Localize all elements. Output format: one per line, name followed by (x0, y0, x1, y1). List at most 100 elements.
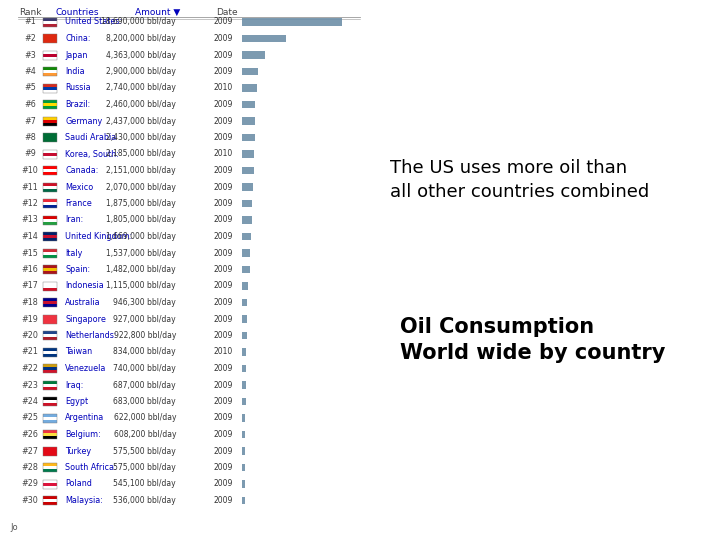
Text: Venezuela: Venezuela (65, 364, 107, 373)
Bar (242, 480, 245, 488)
Text: 2009: 2009 (214, 331, 233, 340)
Bar (43, 354, 57, 356)
Bar (43, 235, 57, 238)
Bar (43, 364, 57, 373)
Text: Japan: Japan (65, 51, 87, 59)
Text: Spain:: Spain: (65, 265, 90, 274)
Bar (43, 268, 57, 271)
Bar (43, 252, 57, 254)
Bar (43, 397, 57, 406)
Text: 2,437,000 bbl/day: 2,437,000 bbl/day (106, 117, 176, 125)
Text: Turkey: Turkey (65, 447, 91, 456)
Bar (43, 150, 57, 152)
Text: 2009: 2009 (214, 67, 233, 76)
Text: 1,669,000 bbl/day: 1,669,000 bbl/day (106, 232, 176, 241)
Bar (43, 480, 57, 483)
Text: Belgium:: Belgium: (65, 430, 101, 439)
Bar (43, 449, 57, 453)
Text: 2009: 2009 (214, 414, 233, 422)
Bar (43, 304, 57, 307)
Bar (242, 364, 246, 373)
Bar (43, 301, 57, 304)
Text: 2009: 2009 (214, 480, 233, 489)
Text: #1: #1 (24, 17, 36, 26)
Bar (43, 387, 57, 389)
Text: #13: #13 (22, 215, 38, 225)
Text: 2,070,000 bbl/day: 2,070,000 bbl/day (106, 183, 176, 192)
Text: 2009: 2009 (214, 34, 233, 43)
Bar (43, 100, 57, 109)
Text: #24: #24 (22, 397, 38, 406)
Bar (43, 166, 57, 175)
Text: 2,151,000 bbl/day: 2,151,000 bbl/day (107, 166, 176, 175)
Bar (43, 331, 57, 340)
Bar (43, 232, 57, 235)
Text: Rank: Rank (19, 8, 41, 17)
Text: Iraq:: Iraq: (65, 381, 84, 389)
Bar (43, 21, 57, 24)
Bar (43, 367, 57, 370)
Text: 2009: 2009 (214, 281, 233, 291)
Text: Date: Date (216, 8, 238, 17)
Bar (242, 315, 247, 323)
Bar (242, 430, 246, 438)
Text: #17: #17 (22, 281, 38, 291)
Text: #19: #19 (22, 314, 38, 323)
Bar (43, 265, 57, 268)
Bar (242, 166, 253, 174)
Text: 2010: 2010 (214, 348, 233, 356)
Bar (43, 350, 57, 354)
Bar (43, 150, 57, 159)
Bar (43, 34, 57, 37)
Bar (242, 332, 247, 340)
Bar (43, 298, 57, 301)
Text: Jo: Jo (10, 523, 17, 532)
Text: United States:: United States: (65, 17, 122, 26)
Text: Canada:: Canada: (65, 166, 99, 175)
Text: 4,363,000 bbl/day: 4,363,000 bbl/day (106, 51, 176, 59)
Bar (43, 381, 57, 389)
Bar (43, 463, 57, 472)
Bar (242, 397, 246, 406)
Bar (43, 100, 57, 103)
Bar (43, 17, 57, 26)
Bar (43, 496, 57, 505)
Text: 8,200,000 bbl/day: 8,200,000 bbl/day (107, 34, 176, 43)
Bar (43, 248, 57, 252)
Bar (43, 215, 57, 219)
Text: 622,000 bbl/day: 622,000 bbl/day (114, 414, 176, 422)
Text: #26: #26 (22, 430, 38, 439)
Bar (43, 215, 57, 225)
Bar (43, 414, 57, 416)
Bar (43, 67, 57, 76)
Text: #20: #20 (22, 331, 38, 340)
Bar (43, 298, 57, 307)
Bar (43, 480, 57, 489)
Text: 2,430,000 bbl/day: 2,430,000 bbl/day (106, 133, 176, 142)
Text: Taiwan: Taiwan (65, 348, 92, 356)
Bar (43, 321, 57, 323)
Bar (242, 216, 252, 224)
Text: 2009: 2009 (214, 314, 233, 323)
Text: Italy: Italy (65, 248, 82, 258)
Bar (43, 370, 57, 373)
Text: Russia: Russia (65, 84, 91, 92)
Bar (43, 90, 57, 92)
Text: 2009: 2009 (214, 298, 233, 307)
Bar (43, 334, 57, 337)
Bar (43, 453, 57, 456)
Text: 545,100 bbl/day: 545,100 bbl/day (113, 480, 176, 489)
Bar (43, 86, 57, 90)
Text: Korea, South:: Korea, South: (65, 150, 119, 159)
Bar (43, 57, 57, 59)
Bar (242, 233, 251, 240)
Bar (242, 299, 247, 307)
Text: #23: #23 (22, 381, 38, 389)
Bar (242, 381, 246, 389)
Text: 536,000 bbl/day: 536,000 bbl/day (113, 496, 176, 505)
Bar (43, 281, 57, 291)
Text: 2009: 2009 (214, 430, 233, 439)
Text: 2,900,000 bbl/day: 2,900,000 bbl/day (106, 67, 176, 76)
Text: 834,000 bbl/day: 834,000 bbl/day (113, 348, 176, 356)
Text: #12: #12 (22, 199, 38, 208)
